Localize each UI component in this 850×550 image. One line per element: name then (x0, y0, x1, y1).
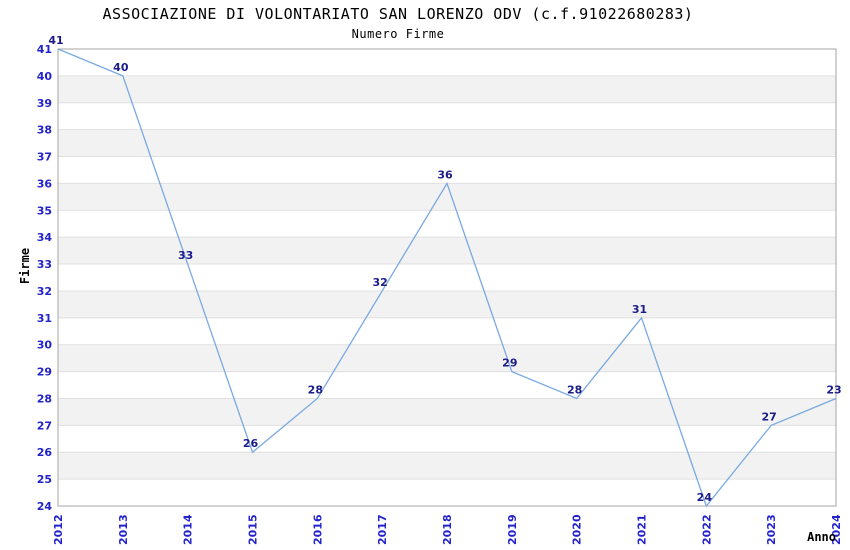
point-label: 28 (567, 383, 582, 396)
chart-title: ASSOCIAZIONE DI VOLONTARIATO SAN LORENZO… (102, 5, 694, 23)
x-tick-label: 2020 (571, 514, 584, 545)
x-tick-label: 2016 (311, 514, 324, 545)
y-tick-label: 32 (37, 285, 52, 298)
point-label: 41 (48, 34, 63, 47)
y-tick-label: 36 (37, 177, 53, 190)
y-tick-label: 40 (37, 70, 53, 83)
plot-band (58, 264, 836, 291)
y-tick-label: 26 (37, 446, 53, 459)
point-label: 23 (826, 383, 841, 396)
plot-band (58, 183, 836, 211)
y-tick-label: 34 (37, 231, 53, 244)
point-label: 40 (113, 61, 129, 74)
point-label: 29 (502, 357, 517, 370)
point-label: 26 (243, 437, 259, 450)
y-tick-label: 41 (37, 43, 52, 56)
x-tick-label: 2022 (700, 514, 713, 545)
plot-border (57, 48, 837, 507)
x-tick-label: 2015 (247, 514, 260, 545)
y-tick-label: 39 (37, 97, 52, 110)
plot-band (58, 344, 836, 372)
point-label: 36 (437, 168, 453, 181)
point-label: 24 (697, 491, 713, 504)
plot-band (58, 479, 836, 506)
point-label: 33 (178, 249, 193, 262)
data-line (57, 48, 837, 508)
x-axis-title: Anno (807, 530, 836, 544)
y-tick-label: 24 (37, 500, 53, 513)
plot-band (58, 371, 836, 399)
x-tick-label: 2014 (182, 514, 195, 545)
x-tick-label: 2018 (441, 514, 454, 545)
y-tick-label: 27 (37, 419, 52, 432)
y-tick-label: 30 (37, 339, 53, 352)
x-tick-label: 2012 (52, 514, 65, 545)
plot-band (58, 452, 836, 480)
y-tick-label: 31 (37, 312, 52, 325)
x-tick-label: 2024 (830, 514, 843, 545)
y-tick-label: 35 (37, 204, 52, 217)
x-tick-label: 2021 (636, 514, 649, 545)
point-label: 28 (308, 383, 323, 396)
y-tick-label: 28 (37, 392, 52, 405)
plot-band (58, 210, 836, 238)
x-tick-label: 2013 (117, 514, 130, 545)
x-tick-label: 2019 (506, 514, 519, 545)
y-tick-label: 25 (37, 473, 52, 486)
plot-band (58, 156, 836, 184)
x-tick-label: 2023 (765, 514, 778, 545)
plot-band (58, 317, 836, 345)
x-tick-label: 2017 (376, 514, 389, 545)
plot-band (58, 102, 836, 130)
plot-band (58, 129, 836, 157)
plot-band (58, 290, 836, 318)
plot-band (58, 425, 836, 453)
point-label: 27 (762, 410, 777, 423)
plot-band (58, 49, 836, 76)
chart-subtitle: Numero Firme (351, 27, 445, 41)
y-tick-label: 33 (37, 258, 52, 271)
point-label: 32 (373, 276, 388, 289)
plot-band (58, 398, 836, 426)
plot-band (58, 237, 836, 265)
point-label: 31 (632, 303, 647, 316)
y-tick-label: 29 (37, 366, 52, 379)
plot-band (58, 75, 836, 103)
y-tick-label: 37 (37, 151, 52, 164)
y-tick-label: 38 (37, 124, 52, 137)
